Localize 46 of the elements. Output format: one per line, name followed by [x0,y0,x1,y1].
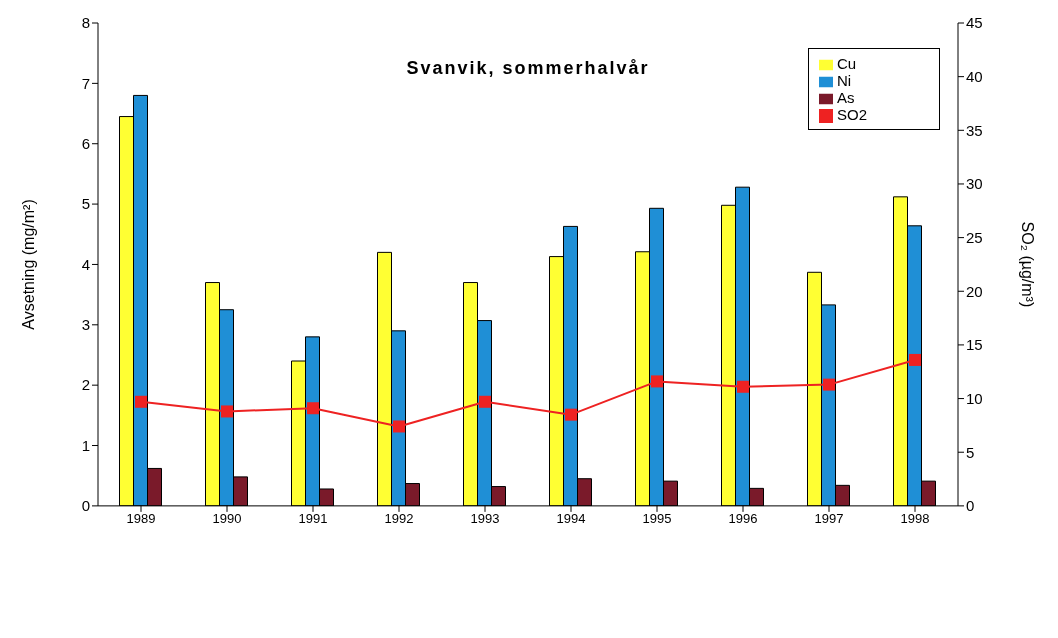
y2-tick-label: 35 [966,121,983,139]
y-tick-label: 6 [81,135,90,153]
point [221,405,233,418]
y2-axis-title: SO₂ (µg/m³) [1019,221,1037,308]
legend-label: SO2 [837,106,868,124]
y-axis-title: Avsetning (mg/m²) [19,199,37,330]
y-tick-label: 3 [81,316,90,334]
y-tick-label: 5 [81,195,90,213]
point [737,380,749,393]
x-tick-label: 1991 [298,511,328,527]
y2-tick-label: 20 [966,282,983,300]
point [135,395,147,408]
x-tick-label: 1994 [556,511,586,527]
point [565,408,577,421]
y2-tick-label: 30 [966,175,983,193]
y-tick-label: 8 [81,14,90,32]
y-tick-label: 7 [81,74,90,92]
y2-tick-label: 45 [966,14,983,32]
x-tick-label: 1997 [814,511,844,527]
legend-label: Ni [837,72,852,90]
x-tick-label: 1998 [900,511,930,527]
y2-tick-label: 10 [966,389,983,407]
x-tick-label: 1996 [728,511,758,527]
legend-label: Cu [837,55,857,72]
legend-label: As [837,89,855,107]
x-tick-label: 1995 [642,511,672,527]
x-tick-label: 1993 [470,511,500,527]
y2-tick-label: 5 [966,443,975,461]
y-tick-label: 1 [81,436,90,454]
y-tick-label: 2 [81,376,90,394]
y2-tick-label: 0 [966,497,975,515]
x-tick-label: 1989 [126,511,156,527]
point [307,402,319,415]
text: Svanvik, sommerhalvår [406,58,650,78]
x-tick-label: 1990 [212,511,242,527]
point [909,353,921,366]
y2-tick-label: 15 [966,336,983,354]
point [479,395,491,408]
point [823,378,835,391]
point [651,375,663,388]
y2-tick-label: 25 [966,228,983,246]
y-tick-label: 0 [81,497,90,515]
y-tick-label: 4 [81,255,90,273]
x-tick-label: 1992 [384,511,414,527]
y2-tick-label: 40 [966,67,983,85]
point [393,420,405,433]
